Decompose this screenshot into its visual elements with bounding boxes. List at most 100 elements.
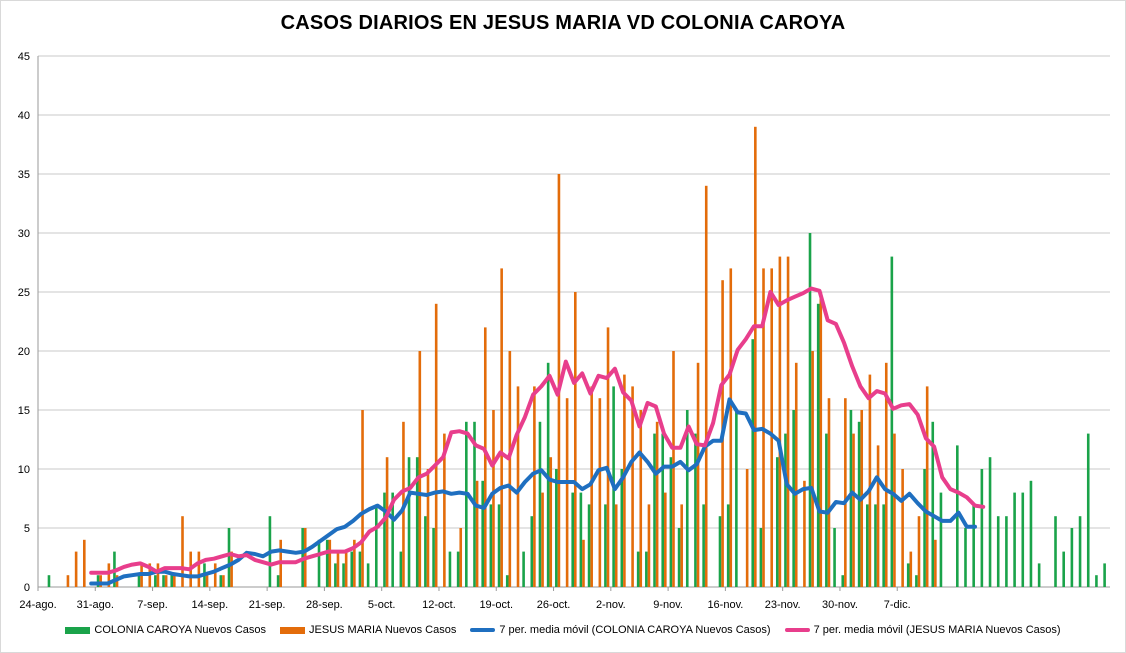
bar-jesus-maria <box>418 351 422 587</box>
bar-jesus-maria <box>508 351 512 587</box>
y-tick-label: 20 <box>18 346 30 358</box>
bar-colonia-caroya <box>448 551 452 587</box>
bar-jesus-maria <box>205 575 209 587</box>
legend: COLONIA CAROYA Nuevos Casos JESUS MARIA … <box>0 624 1126 636</box>
bar-jesus-maria <box>704 185 708 588</box>
bar-colonia-caroya <box>489 504 493 587</box>
bar-colonia-caroya <box>579 492 583 587</box>
bar-colonia-caroya <box>694 433 697 587</box>
x-tick-label: 19-oct. <box>479 599 513 611</box>
bar-colonia-caroya <box>358 551 362 587</box>
bar-jesus-maria <box>909 551 913 587</box>
bar-colonia-caroya <box>334 563 337 587</box>
y-tick-label: 40 <box>18 110 30 122</box>
x-tick-label: 7-sep. <box>137 599 168 611</box>
bar-colonia-caroya <box>988 457 992 587</box>
x-tick-label: 21-sep. <box>249 599 286 611</box>
bar-jesus-maria <box>786 256 790 587</box>
line-colonia-caroya-avg <box>89 397 977 586</box>
bar-colonia-caroya <box>456 551 460 587</box>
bar-jesus-maria <box>483 327 487 587</box>
bar-colonia-caroya <box>751 339 755 587</box>
bar-colonia-caroya <box>874 504 877 587</box>
bar-colonia-caroya <box>1095 575 1098 587</box>
bar-colonia-caroya <box>227 528 231 587</box>
y-tick-label: 10 <box>18 464 30 476</box>
bar-jesus-maria <box>893 433 896 587</box>
bar-jesus-maria <box>770 268 773 587</box>
bar-jesus-maria <box>827 398 831 587</box>
bar-colonia-caroya <box>849 410 853 587</box>
bar-colonia-caroya <box>350 551 354 587</box>
bar-colonia-caroya <box>505 575 509 587</box>
bar-jesus-maria <box>66 575 70 587</box>
bar-jesus-maria <box>385 457 389 587</box>
bar-colonia-caroya <box>219 575 223 587</box>
bar-colonia-caroya <box>1078 516 1082 587</box>
bar-colonia-caroya <box>325 539 329 587</box>
bar-colonia-caroya <box>162 575 165 587</box>
bar-colonia-caroya <box>620 469 624 587</box>
bar-colonia-caroya <box>530 516 534 587</box>
bar-jesus-maria <box>819 292 823 587</box>
y-tick-label: 5 <box>24 523 30 535</box>
bar-colonia-caroya <box>1029 480 1033 587</box>
bar-colonia-caroya <box>317 539 321 587</box>
bar-jesus-maria <box>222 575 225 587</box>
bar-jesus-maria <box>99 575 102 587</box>
bar-colonia-caroya <box>841 575 845 587</box>
bar-jesus-maria <box>565 398 569 587</box>
bar-colonia-caroya <box>154 575 157 587</box>
legend-item-jesus-bars: JESUS MARIA Nuevos Casos <box>280 624 456 636</box>
y-tick-label: 35 <box>18 169 30 181</box>
bar-jesus-maria <box>696 362 700 587</box>
bar-colonia-caroya <box>890 256 894 587</box>
bar-colonia-caroya <box>375 504 378 587</box>
bar-jesus-maria <box>353 539 356 587</box>
x-tick-label: 31-ago. <box>77 599 114 611</box>
bar-colonia-caroya <box>137 575 141 587</box>
bar-colonia-caroya <box>808 233 812 587</box>
bar-colonia-caroya <box>522 551 525 587</box>
bar-colonia-caroya <box>816 303 820 587</box>
legend-item-colonia-bars: COLONIA CAROYA Nuevos Casos <box>65 624 266 636</box>
bar-colonia-caroya <box>1103 563 1106 587</box>
bar-jesus-maria <box>164 575 168 587</box>
bar-colonia-caroya <box>399 551 403 587</box>
bar-jesus-maria <box>344 551 348 587</box>
bar-jesus-maria <box>156 563 160 587</box>
bar-colonia-caroya <box>735 410 738 587</box>
bar-colonia-caroya <box>1037 563 1041 587</box>
bar-colonia-caroya <box>571 492 574 587</box>
bar-colonia-caroya <box>342 563 345 587</box>
bar-jesus-maria <box>868 374 872 587</box>
bar-jesus-maria <box>475 480 479 587</box>
x-tick-label: 12-oct. <box>422 599 456 611</box>
y-tick-label: 0 <box>24 582 30 594</box>
x-tick-label: 2-nov. <box>596 599 626 611</box>
bar-jesus-maria <box>876 445 880 587</box>
bar-colonia-caroya <box>661 433 665 587</box>
bar-colonia-caroya <box>465 421 468 587</box>
bar-colonia-caroya <box>906 563 910 587</box>
legend-label-colonia-bars: COLONIA CAROYA Nuevos Casos <box>94 624 267 636</box>
bar-colonia-caroya <box>980 469 984 587</box>
x-tick-label: 26-oct. <box>537 599 571 611</box>
bar-jesus-maria <box>745 469 749 587</box>
bar-jesus-maria <box>680 504 683 587</box>
bar-colonia-caroya <box>792 410 795 587</box>
bar-colonia-caroya <box>1005 516 1008 587</box>
bar-colonia-caroya <box>170 575 174 587</box>
bar-jesus-maria <box>631 386 634 587</box>
bar-colonia-caroya <box>865 504 869 587</box>
y-tick-label: 25 <box>18 287 30 299</box>
bar-colonia-caroya <box>604 504 607 587</box>
line-jesus-maria-avg <box>89 286 986 575</box>
bar-colonia-caroya <box>882 504 885 587</box>
bar-colonia-caroya <box>481 480 484 587</box>
bar-colonia-caroya <box>587 504 591 587</box>
legend-label-colonia-avg: 7 per. media móvil (COLONIA CAROYA Nuevo… <box>499 624 771 636</box>
bar-jesus-maria <box>328 539 332 587</box>
y-tick-label: 15 <box>18 405 30 417</box>
bar-colonia-caroya <box>685 410 689 587</box>
